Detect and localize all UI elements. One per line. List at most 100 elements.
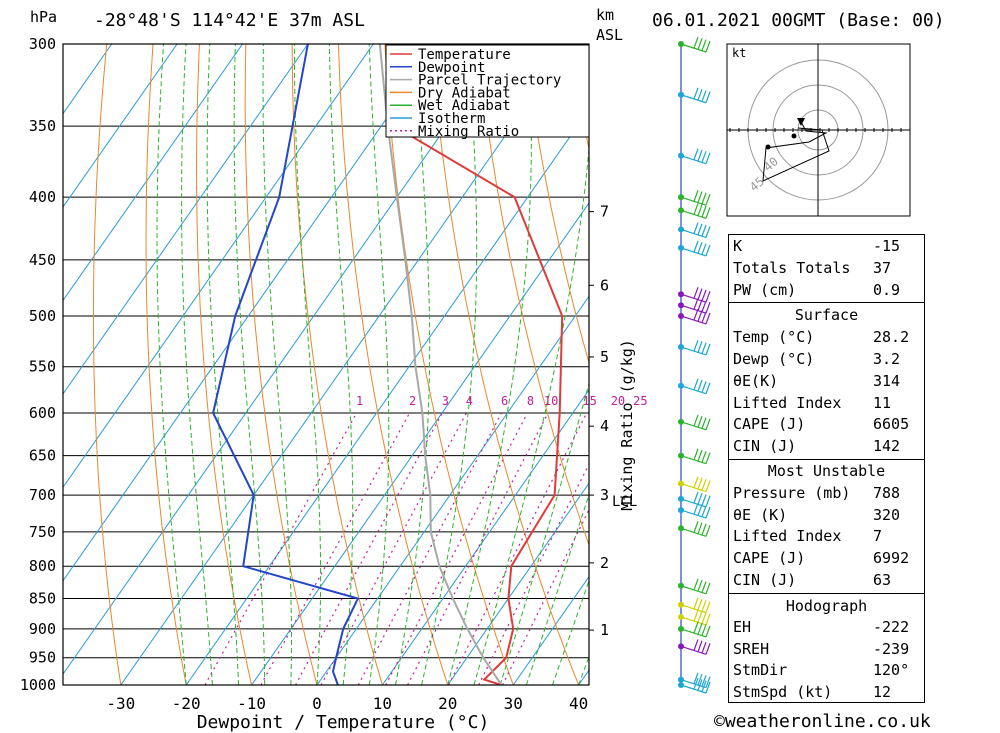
temperature-tick-label: -30 <box>106 694 135 713</box>
wind-barb-shaft <box>680 346 707 356</box>
surface-temp-value: 28.2 <box>873 328 910 346</box>
wind-barb-flag <box>697 598 703 611</box>
sreh-value: -239 <box>873 640 910 658</box>
mu-li-value: 7 <box>873 527 883 545</box>
wet-adiabat-line <box>262 44 292 685</box>
isotherm-line <box>63 44 243 302</box>
mu-cape-label: CAPE (J) <box>733 549 806 567</box>
pressure-tick-label: 850 <box>29 589 56 607</box>
wind-barb-flag <box>697 204 703 216</box>
wind-barb-flag <box>705 226 711 238</box>
legend-box <box>385 44 590 138</box>
wind-barb-flag <box>701 192 707 205</box>
surface-cin-value: 142 <box>873 437 901 455</box>
wind-barb-flag <box>697 88 703 101</box>
wind-barb-shaft <box>680 94 707 104</box>
wind-barb-flag <box>693 87 699 100</box>
isotherm-line <box>512 575 589 685</box>
mixing-ratio-value-label: 1 <box>356 394 363 408</box>
wind-barb-flag <box>705 480 711 492</box>
mu-cin-value: 63 <box>873 571 892 589</box>
isotherm-line <box>447 482 589 685</box>
pressure-tick-label: 700 <box>29 486 56 504</box>
panel-divider <box>729 593 924 594</box>
stmdir-value: 120° <box>873 661 910 679</box>
wind-barb-flag <box>705 40 711 53</box>
wind-barb-flag <box>705 676 711 688</box>
wet-adiabat-line <box>395 44 431 685</box>
wind-barb-flag <box>705 625 711 638</box>
wet-adiabat-line <box>447 44 532 685</box>
wind-barb-shaft <box>680 421 707 431</box>
wind-barb-flag <box>701 624 707 636</box>
mixing-ratio-line <box>204 412 358 685</box>
wind-barb-flag <box>705 312 711 325</box>
temperature-tick-label: 40 <box>569 694 588 713</box>
wind-barb-flag <box>693 621 699 634</box>
wind-barb-flag <box>701 90 707 102</box>
wind-barb-flag <box>705 452 711 464</box>
mixing-ratio-value-label: 8 <box>527 394 534 408</box>
wind-barb-flag <box>705 152 711 164</box>
panel-divider <box>729 302 924 303</box>
wind-barb-flag <box>697 416 703 428</box>
wind-barb-flag <box>693 222 699 234</box>
height-tick-label: 3 <box>600 486 609 504</box>
datetime-title: 06.01.2021 00GMT (Base: 00) <box>652 10 945 31</box>
dry-adiabat-line <box>523 44 589 365</box>
wind-barb-shaft <box>680 315 707 325</box>
wind-barb-shaft <box>680 43 707 53</box>
storm-motion-marker <box>797 118 805 126</box>
wind-barb-flag <box>693 672 699 684</box>
wind-barb-flag <box>693 308 699 321</box>
wind-barb-shaft <box>680 155 707 165</box>
pressure-tick-label: 750 <box>29 523 56 541</box>
wind-barb-flag <box>697 149 703 162</box>
hodograph-header: Hodograph <box>785 597 868 615</box>
legend-entry: Mixing Ratio <box>418 124 519 140</box>
surface-cape-label: CAPE (J) <box>733 415 806 433</box>
temperature-tick-label: -20 <box>172 694 201 713</box>
dry-adiabat-line <box>430 44 580 685</box>
mixing-ratio-value-label: 3 <box>442 394 449 408</box>
dry-adiabat-line <box>988 44 1000 685</box>
wet-adiabat-line <box>328 44 354 685</box>
isotherm-line <box>316 295 589 685</box>
dry-adiabat-line <box>338 44 449 685</box>
pressure-tick-label: 1000 <box>20 676 56 694</box>
wind-barb-flag <box>705 193 711 206</box>
wind-barb-flag <box>693 578 699 591</box>
wind-barb-flag <box>701 39 707 51</box>
wind-barb-shaft <box>680 679 707 689</box>
isotherm-line <box>63 44 505 676</box>
wind-barb-flag <box>705 601 711 613</box>
wind-barb-flag <box>701 600 707 612</box>
legend-entry: Dewpoint <box>418 60 485 76</box>
stmspd-value: 12 <box>873 683 892 701</box>
copyright-text: ©weatheronline.co.uk <box>714 711 931 732</box>
pressure-tick-label: 400 <box>29 188 56 206</box>
asl-unit-label: ASL <box>596 26 624 44</box>
isotherm-line <box>185 108 589 685</box>
wind-barb-flag <box>693 203 699 215</box>
wind-barb-flag <box>705 582 711 595</box>
dry-adiabat-line <box>477 44 589 547</box>
wind-barb-shaft <box>680 385 707 395</box>
wind-barb-shaft <box>680 585 707 595</box>
isotherm-line <box>120 44 570 685</box>
wind-barb-shaft <box>680 684 707 694</box>
wind-barb-flag <box>693 609 699 622</box>
mixing-ratio-value-label: 25 <box>633 394 647 408</box>
sreh-label: SREH <box>733 640 770 658</box>
most-unstable-header: Most Unstable <box>767 462 886 480</box>
wind-barb-flag <box>701 451 707 463</box>
wind-barb-flag <box>697 522 703 534</box>
mixing-ratio-value-label: 20 <box>611 394 625 408</box>
wind-barb-flag <box>705 302 711 314</box>
pressure-tick-label: 300 <box>29 35 56 53</box>
wind-barb-flag <box>701 505 707 518</box>
wind-barb-shaft <box>680 293 707 303</box>
eh-label: EH <box>733 618 752 636</box>
wind-barb-shaft <box>680 304 707 314</box>
surface-cin-label: CIN (J) <box>733 437 797 455</box>
